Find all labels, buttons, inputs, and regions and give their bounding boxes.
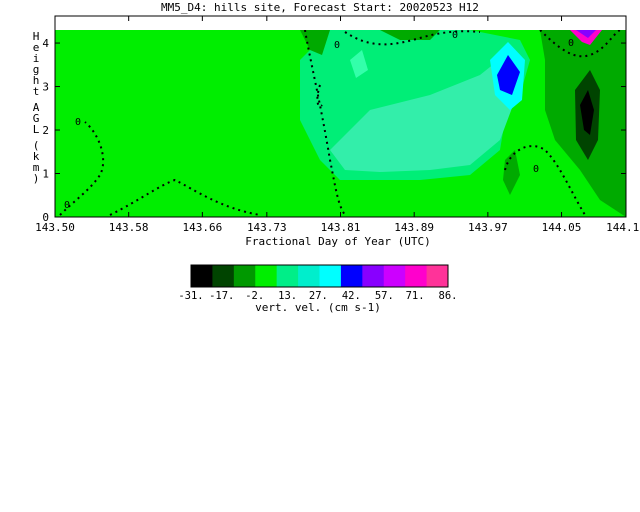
colorbar-swatch [383, 265, 406, 287]
contour-label: 0 [334, 40, 340, 51]
y-axis-label-char: ) [33, 172, 40, 185]
colorbar-swatch [405, 265, 428, 287]
field-black-core [580, 90, 594, 135]
zero-contours [59, 29, 621, 216]
zero-contour-low [109, 178, 261, 216]
x-tick-label: 143.66 [182, 221, 222, 234]
colorbar-tick-label: -17. [209, 290, 234, 302]
plot-top-band [56, 17, 625, 30]
field-dark-bottom-right [503, 150, 520, 195]
colorbar-tick-label: 71. [406, 290, 425, 302]
colorbar-swatch [276, 265, 299, 287]
colorbar-swatch [233, 265, 256, 287]
y-axis-label-char: H [33, 30, 40, 43]
y-axis-label-char: G [33, 112, 40, 125]
y-axis-label-char: m [33, 161, 40, 174]
colorbar-swatch [340, 265, 363, 287]
colorbar-swatch [212, 265, 235, 287]
y-axis-label-char: i [33, 52, 40, 65]
y-tick-label: 0 [42, 211, 49, 224]
contour-labels: 0 0 0 0 0 0 [64, 30, 574, 211]
field-minty-spot [350, 50, 368, 78]
contour-label: 0 [75, 117, 81, 128]
colorbar-swatch [362, 265, 385, 287]
contour-label: 0 [568, 38, 574, 49]
velocity-field [55, 30, 626, 217]
zero-contour-mid [304, 29, 346, 216]
field-dark-top-left [300, 30, 330, 55]
field-dark-top-mid [380, 30, 440, 40]
x-tick-label: 143.81 [321, 221, 361, 234]
field-magenta-tip [570, 30, 602, 45]
y-axis-label-char: e [33, 41, 40, 54]
y-axis-label-char: g [33, 63, 40, 76]
y-axis: 0 1 2 3 4 [42, 37, 626, 224]
y-tick-label: 3 [42, 81, 49, 94]
colorbar-tick-label: 42. [342, 290, 361, 302]
y-tick-label: 4 [42, 37, 49, 50]
y-axis-label-char: t [33, 85, 40, 98]
y-tick-label: 2 [42, 124, 49, 137]
x-axis: 143.50 143.58 143.66 143.73 143.81 143.89 143.… [35, 16, 640, 234]
colorbar-swatch [191, 265, 213, 287]
field-cyan-green [330, 55, 520, 172]
colorbar-swatch [255, 265, 278, 287]
colorbar-label: vert. vel. (cm s-1) [255, 301, 381, 314]
y-axis-label-char: k [33, 150, 40, 163]
colorbar: -31. -17. -2. 13. 27. 42. 57. 71. 86. [178, 264, 458, 302]
colorbar-tick-label: -2. [245, 290, 264, 302]
x-tick-label: 144.05 [542, 221, 582, 234]
contour-label: 0 [533, 164, 539, 175]
colorbar-frame [190, 264, 449, 288]
field-purple-tip [576, 30, 596, 38]
contour-label: 0 [452, 30, 458, 41]
x-axis-label: Fractional Day of Year (UTC) [245, 235, 430, 248]
zero-contour-top [344, 30, 481, 46]
x-tick-label: 143.58 [109, 221, 149, 234]
field-blue-blob [497, 55, 520, 95]
y-axis-label-char: h [33, 74, 40, 87]
contour-label: 0 [64, 200, 70, 211]
x-tick-label: 143.73 [247, 221, 287, 234]
y-axis-label-char: ( [33, 139, 40, 152]
x-tick-label: 143.97 [468, 221, 508, 234]
colorbar-swatch [298, 265, 320, 287]
colorbar-tick-label: 57. [375, 290, 394, 302]
x-tick-label: 143.89 [394, 221, 434, 234]
colorbar-swatch [426, 265, 449, 287]
zero-contour-left [59, 121, 105, 216]
x-tick-label: 144.12 [606, 221, 640, 234]
x-tick-label: 143.50 [35, 221, 75, 234]
colorbar-swatch [319, 265, 342, 287]
colorbar-tick-label: 86. [439, 290, 458, 302]
y-axis-label-char: A [33, 101, 40, 114]
y-tick-label: 1 [42, 168, 49, 181]
chart-title: MM5_D4: hills site, Forecast Start: 2002… [161, 1, 479, 14]
y-axis-label-char: L [33, 123, 40, 136]
colorbar-tick-label: 13. [278, 290, 297, 302]
colorbar-tick-label: -31. [178, 290, 203, 302]
colorbar-tick-label: 27. [309, 290, 328, 302]
